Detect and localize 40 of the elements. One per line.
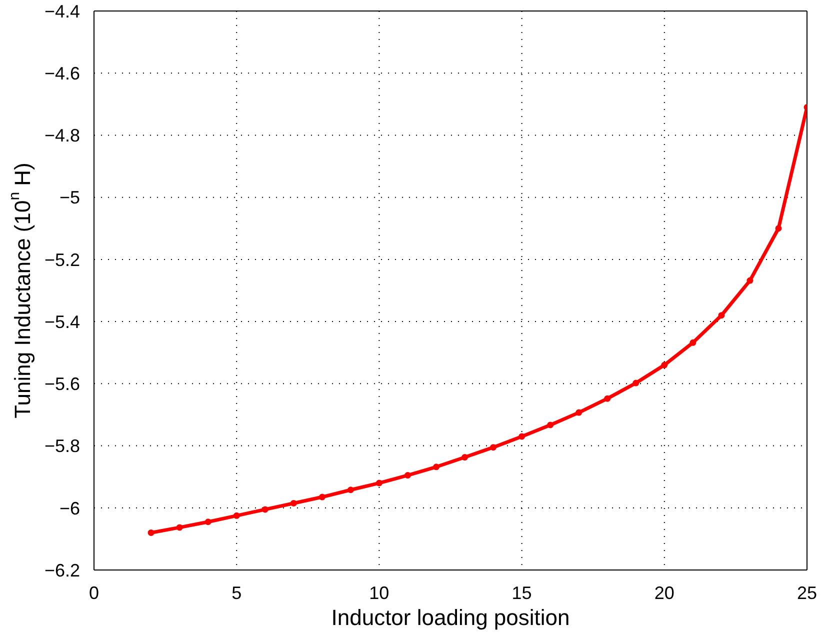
x-tick-label: 25: [796, 582, 818, 603]
point: [462, 454, 468, 461]
point: [233, 512, 240, 519]
point: [690, 339, 696, 346]
x-tick-label: 10: [369, 582, 390, 603]
point: [576, 409, 582, 416]
y-tick-label: −6: [59, 498, 80, 518]
y-tick-label: −5.6: [44, 374, 80, 394]
y-tick-label: −5: [59, 188, 80, 208]
point: [318, 494, 326, 500]
x-tick-label: 20: [654, 582, 674, 603]
y-tick-label: −5.8: [44, 436, 80, 456]
point: [290, 500, 297, 506]
x-tick-label: 0: [88, 582, 100, 603]
x-tick-label: 15: [512, 582, 532, 603]
y-tick-label: −4.6: [44, 64, 80, 84]
y-tick-label: −4.4: [44, 1, 80, 22]
point: [490, 444, 497, 451]
point: [661, 362, 668, 368]
y-tick-label: −5.2: [44, 250, 80, 270]
x-axis-title: Inductor loading position: [331, 605, 570, 630]
point: [176, 524, 183, 531]
point: [632, 380, 640, 386]
point: [775, 225, 782, 232]
point: [518, 433, 526, 440]
y-tick-label: −4.8: [44, 126, 80, 146]
point: [432, 464, 440, 470]
point: [347, 486, 354, 494]
point: [547, 422, 554, 428]
point: [376, 480, 382, 486]
point: [746, 277, 754, 284]
point: [404, 472, 411, 479]
point: [204, 518, 212, 526]
point: [718, 312, 725, 319]
point: [148, 529, 154, 536]
point: [262, 506, 268, 513]
y-tick-label: −6.2: [44, 560, 80, 580]
x-tick-label: 5: [232, 582, 242, 603]
y-tick-label: −5.4: [44, 312, 80, 332]
point: [604, 395, 611, 402]
